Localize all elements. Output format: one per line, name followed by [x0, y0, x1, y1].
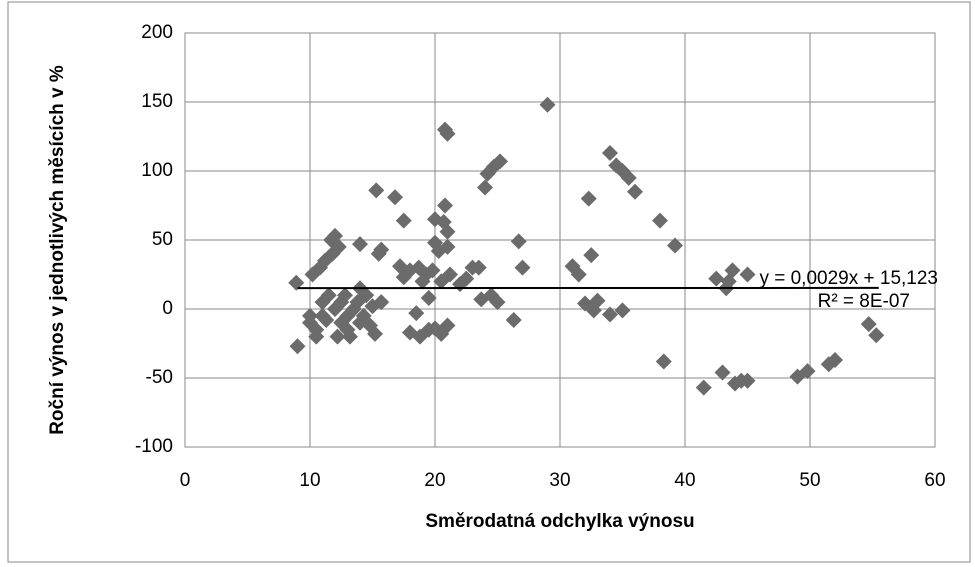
x-tick-label: 10: [299, 470, 320, 491]
point: [583, 247, 600, 264]
point: [860, 316, 877, 333]
point: [514, 259, 531, 276]
plot-border: [184, 32, 936, 448]
point: [714, 364, 731, 381]
point: [570, 266, 587, 283]
y-tick-label: 150: [141, 91, 173, 112]
point: [868, 327, 885, 344]
point: [510, 233, 527, 250]
point: [477, 179, 493, 196]
x-tick-label: 20: [424, 470, 445, 491]
y-tick-label: -100: [135, 436, 173, 457]
point: [602, 145, 618, 162]
point: [329, 328, 346, 345]
point: [318, 312, 335, 329]
point: [724, 262, 741, 279]
point: [739, 266, 756, 283]
point: [408, 305, 425, 322]
point: [489, 294, 506, 311]
x-tick-label: 40: [674, 470, 695, 491]
point: [308, 321, 325, 338]
point: [655, 353, 672, 370]
point: [320, 287, 337, 304]
point: [589, 292, 606, 309]
point: [289, 338, 306, 355]
point: [539, 96, 556, 113]
y-tick-label: 100: [141, 160, 173, 181]
point: [439, 317, 456, 334]
point: [330, 238, 347, 255]
point: [470, 259, 487, 276]
point: [442, 266, 458, 283]
point: [288, 274, 305, 291]
point: [602, 306, 618, 323]
point: [667, 237, 683, 254]
point: [424, 262, 441, 279]
point: [302, 307, 318, 324]
y-tick-label: 0: [162, 298, 173, 319]
point: [395, 212, 412, 229]
point: [420, 289, 437, 306]
point: [368, 182, 385, 199]
y-tick-label: 200: [141, 22, 173, 43]
y-tick-label: 50: [152, 229, 173, 250]
point: [492, 153, 508, 170]
point: [458, 270, 475, 287]
point: [373, 241, 390, 258]
x-tick-label: 0: [180, 470, 191, 491]
trendline-r2: R² = 8E-07: [818, 291, 910, 312]
chart-frame: [7, 1, 971, 563]
point: [620, 169, 637, 186]
x-tick-label: 30: [549, 470, 570, 491]
point: [439, 238, 456, 255]
point: [373, 294, 390, 311]
x-tick-label: 50: [799, 470, 820, 491]
point: [358, 287, 375, 304]
x-tick-label: 60: [924, 470, 945, 491]
point: [627, 183, 643, 200]
point: [437, 197, 453, 214]
point: [652, 212, 668, 229]
point: [387, 189, 403, 206]
x-axis-title: Směrodatná odchylka výnosu: [425, 511, 694, 532]
point: [337, 287, 353, 304]
point: [799, 363, 816, 380]
point: [342, 328, 358, 345]
point: [614, 302, 631, 319]
point: [505, 312, 522, 329]
point: [580, 190, 597, 207]
trendline-equation: y = 0,0029x + 15,123: [759, 268, 938, 289]
y-tick-label: -50: [146, 367, 173, 388]
point: [352, 236, 368, 253]
point: [708, 270, 725, 287]
point: [367, 325, 383, 342]
point: [695, 379, 712, 396]
point: [439, 125, 456, 142]
y-axis-title: Roční výnos v jednotlivých měsících v %: [47, 65, 68, 435]
point: [827, 352, 843, 369]
point: [439, 223, 456, 240]
point: [739, 372, 756, 389]
